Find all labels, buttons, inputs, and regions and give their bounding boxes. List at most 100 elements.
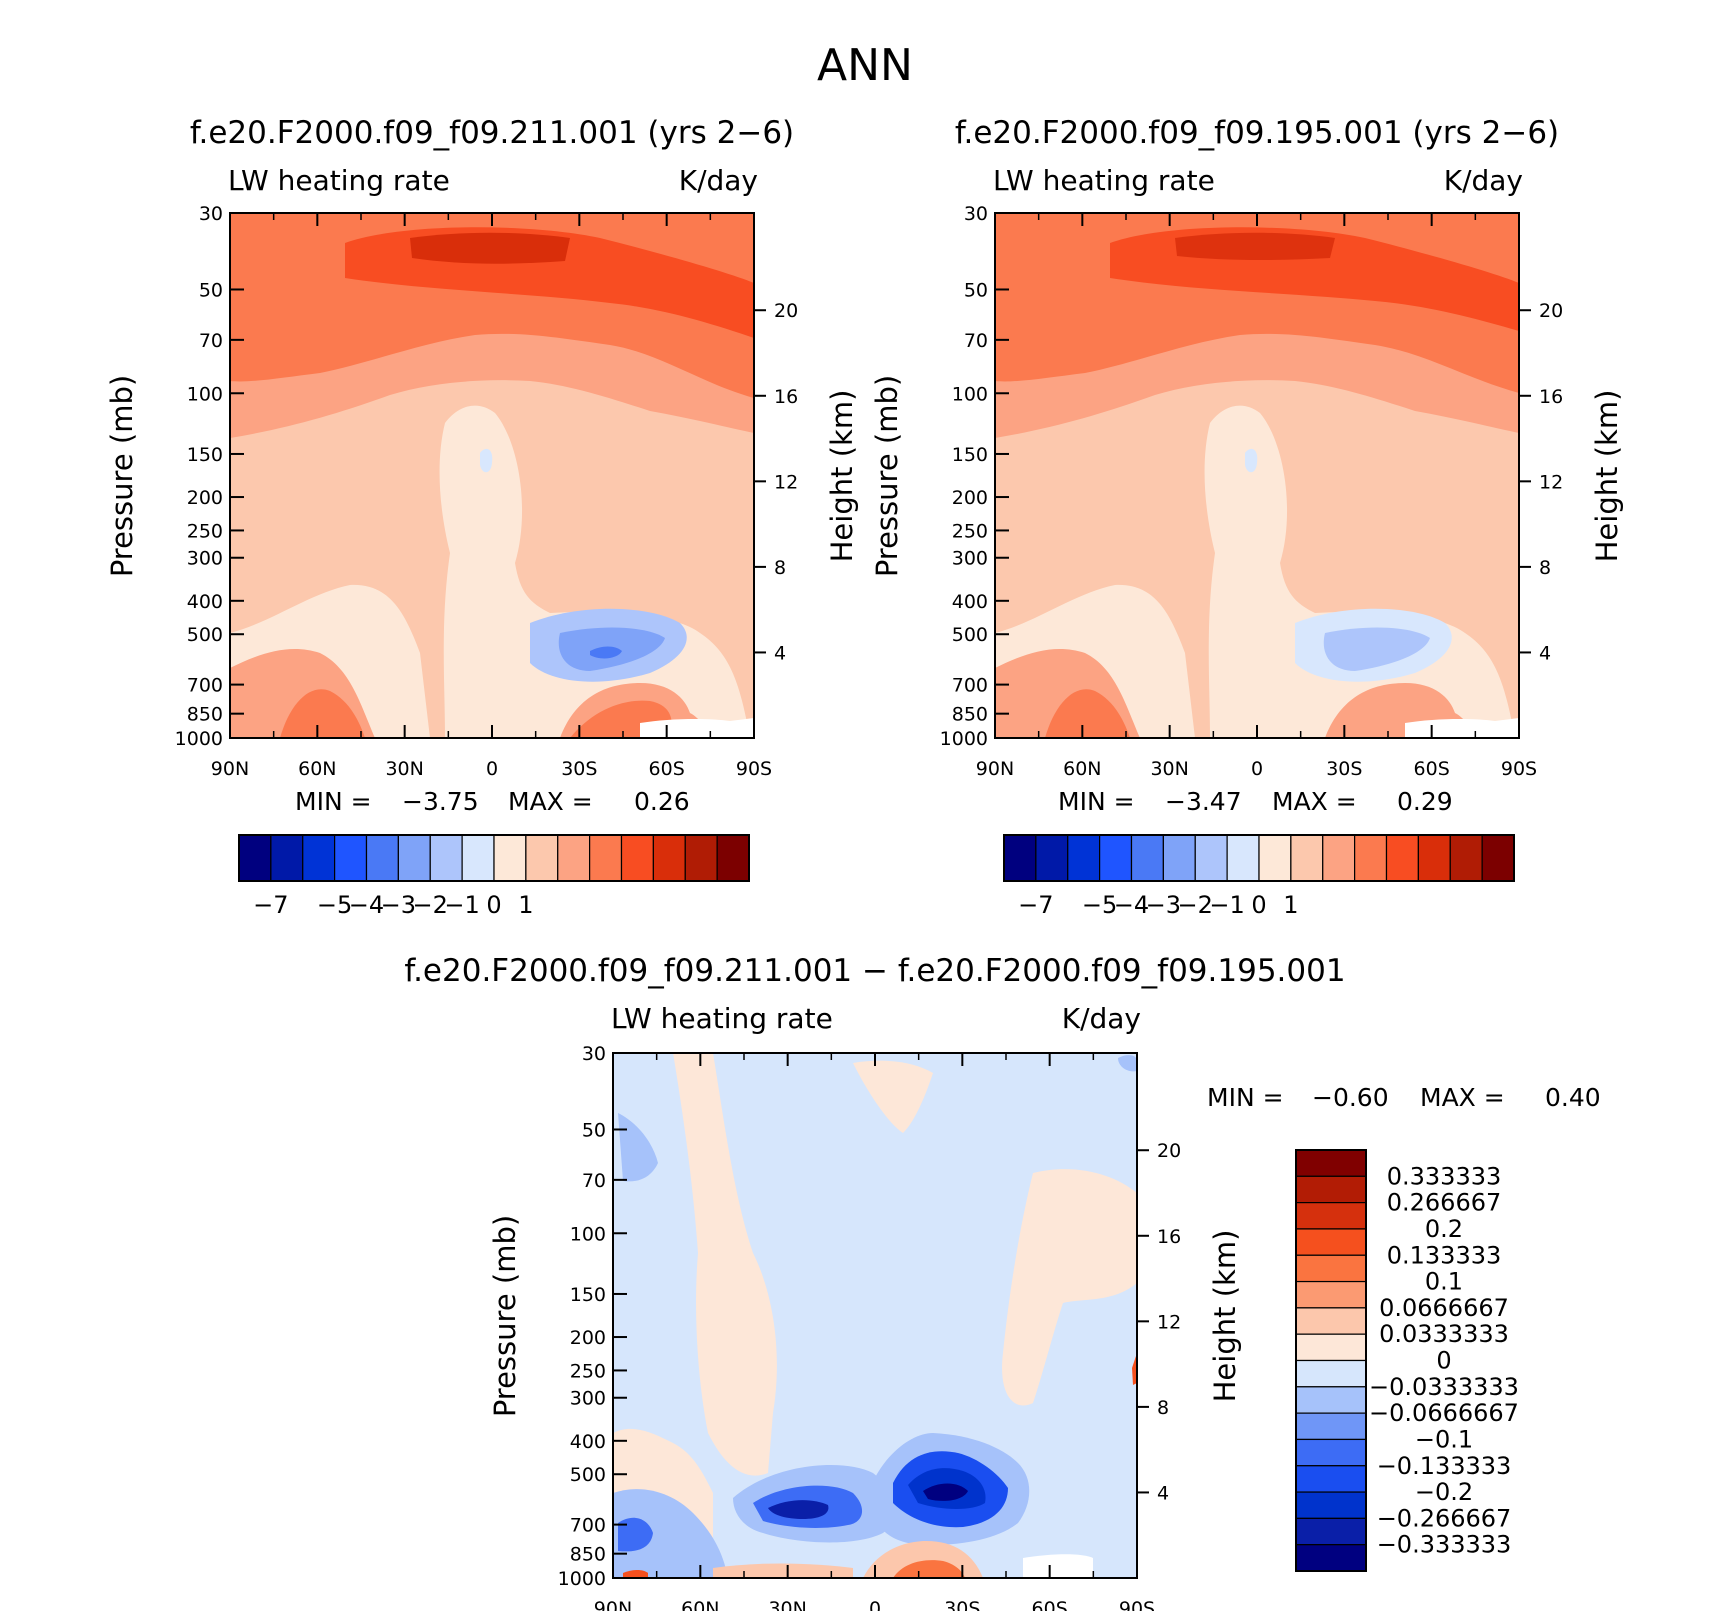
y-tick-label: 500 [570,1464,606,1486]
y-tick-label: 150 [570,1284,606,1306]
colorbar-swatch [1290,834,1324,882]
y-tick-label: 300 [570,1388,606,1410]
colorbar-label: 1 [518,891,533,919]
y-tick-label: 500 [952,624,988,646]
colorbar-frame [1295,1149,1367,1572]
x-tick-label: 60N [681,1598,719,1611]
y-tick-label: 200 [952,487,988,509]
colorbar-label: 1 [1283,891,1298,919]
y-tick-label: 70 [582,1170,606,1192]
max-label: MAX = [1420,1083,1505,1112]
colorbar-swatch [1295,1254,1367,1283]
colorbar-swatch [1295,1386,1367,1414]
x-tick-label: 0 [1251,758,1263,780]
colorbar-label: 0 [1436,1347,1451,1375]
contour-field [995,213,1519,738]
colorbar-label: −0.0333333 [1369,1373,1519,1401]
colorbar-label: −0.2 [1415,1478,1473,1506]
height-axis-label: Height (km) [1208,1230,1242,1403]
colorbar-swatch [302,834,336,882]
y-tick-label: 250 [570,1360,606,1382]
contour-field [230,213,754,738]
height-tick-label: 4 [774,642,786,664]
y-tick-label: 70 [964,330,988,352]
colorbar-label: −0.133333 [1377,1452,1512,1480]
max-value: 0.29 [1397,787,1453,816]
colorbar-swatch [620,834,654,882]
y-tick-label: 300 [952,548,988,570]
colorbar-label: −7 [1018,891,1053,919]
panel-title: f.e20.F2000.f09_f09.211.001 (yrs 2−6) [190,115,794,151]
colorbar-swatch [1322,834,1356,882]
x-tick-label: 30N [768,1598,806,1611]
min-label: MIN = [1207,1083,1284,1112]
min-value: −3.75 [402,787,479,816]
x-tick-label: 30S [561,758,597,780]
colorbar-swatch [1295,1202,1367,1230]
colorbar-swatch [397,834,431,882]
colorbar-swatch [1067,834,1101,882]
colorbar: −7 −5−4−3−2−1 0 1 [238,834,750,919]
colorbar-swatch [365,834,399,882]
panel-title: f.e20.F2000.f09_f09.211.001 − f.e20.F200… [404,953,1345,989]
colorbar-swatch [716,834,750,882]
colorbar-swatch [1295,1280,1367,1309]
units-label: K/day [1062,1002,1141,1035]
colorbar-label: −2 [1178,891,1213,919]
height-tick-label: 16 [1157,1226,1181,1248]
figure-title: ANN [817,40,913,91]
y-tick-label: 50 [964,279,988,301]
variable-label: LW heating rate [993,164,1215,197]
colorbar-swatch [1258,834,1292,882]
colorbar-swatch [1295,1175,1367,1204]
axes-left: 90N 60N 30N 0 30S 60S 90S 30 50 70 100 150 200 250 300… [175,203,799,780]
colorbar-swatch [1295,1491,1367,1519]
colorbar-swatch [1295,1465,1367,1493]
variable-label: LW heating rate [611,1002,833,1035]
colorbar-swatch [1295,1438,1367,1467]
x-tick-label: 90S [736,758,772,780]
y-tick-label: 400 [570,1431,606,1453]
colorbar-frame [1003,834,1515,882]
colorbar-swatch [1385,834,1419,882]
height-tick-label: 16 [1539,386,1563,408]
y-tick-label: 850 [187,704,223,726]
min-value: −3.47 [1165,787,1242,816]
y-tick-label: 700 [187,675,223,697]
max-value: 0.26 [634,787,690,816]
y-tick-label: 100 [570,1223,606,1245]
y-tick-label: 300 [187,548,223,570]
colorbar-swatch [557,834,591,882]
colorbar-swatch [1449,834,1483,882]
x-tick-label: 90S [1501,758,1537,780]
colorbar-swatch [461,834,495,882]
y-tick-label: 50 [199,279,223,301]
height-tick-label: 12 [774,471,798,493]
colorbar-label: 0.0666667 [1379,1294,1509,1322]
y-tick-label: 250 [187,520,223,542]
x-tick-label: 60S [1414,758,1450,780]
panel-run-211: f.e20.F2000.f09_f09.211.001 (yrs 2−6) LW… [105,115,859,919]
y-tick-label: 100 [952,383,988,405]
height-tick-label: 8 [1539,557,1551,579]
x-tick-label: 0 [486,758,498,780]
height-tick-label: 20 [1157,1140,1181,1162]
colorbar-label: −4 [1114,891,1149,919]
max-value: 0.40 [1545,1083,1601,1112]
colorbar-swatch [1130,834,1164,882]
panel-difference: f.e20.F2000.f09_f09.211.001 − f.e20.F200… [404,953,1600,1611]
y-tick-label: 200 [570,1327,606,1349]
y-tick-label: 50 [582,1119,606,1141]
y-tick-label: 100 [187,383,223,405]
y-axis-label: Pressure (mb) [105,375,139,577]
y-tick-label: 30 [582,1043,606,1065]
axes-diff: 90N 60N 30N 0 30S 60S 90S 30 50 70 100 150 200 250 300… [558,1043,1182,1611]
colorbar-label: −0.333333 [1377,1531,1512,1559]
colorbar-label: −1 [444,891,479,919]
colorbar-label: 0 [1251,891,1266,919]
x-tick-label: 60N [1063,758,1101,780]
colorbar-frame [238,834,750,882]
colorbar-swatch [1295,1149,1367,1177]
y-tick-label: 30 [964,203,988,225]
